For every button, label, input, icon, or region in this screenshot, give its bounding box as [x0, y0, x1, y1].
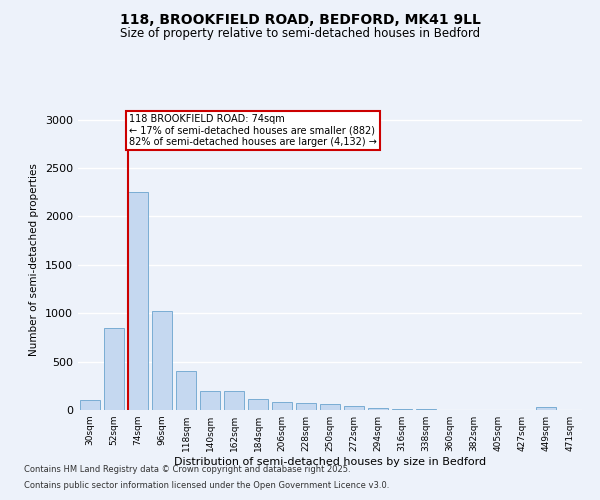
Bar [128, 192, 148, 410]
Bar [344, 406, 364, 410]
Text: Contains public sector information licensed under the Open Government Licence v3: Contains public sector information licen… [24, 480, 389, 490]
Bar [368, 408, 388, 410]
Y-axis label: Number of semi-detached properties: Number of semi-detached properties [29, 164, 40, 356]
X-axis label: Distribution of semi-detached houses by size in Bedford: Distribution of semi-detached houses by … [174, 457, 486, 467]
Bar [248, 400, 268, 410]
Bar [176, 372, 196, 410]
Text: 118, BROOKFIELD ROAD, BEDFORD, MK41 9LL: 118, BROOKFIELD ROAD, BEDFORD, MK41 9LL [119, 12, 481, 26]
Bar [416, 409, 436, 410]
Bar [320, 404, 340, 410]
Bar [104, 328, 124, 410]
Bar [224, 390, 244, 410]
Bar [80, 400, 100, 410]
Bar [272, 402, 292, 410]
Text: Size of property relative to semi-detached houses in Bedford: Size of property relative to semi-detach… [120, 28, 480, 40]
Text: 118 BROOKFIELD ROAD: 74sqm
← 17% of semi-detached houses are smaller (882)
82% o: 118 BROOKFIELD ROAD: 74sqm ← 17% of semi… [129, 114, 377, 147]
Bar [296, 402, 316, 410]
Bar [392, 408, 412, 410]
Bar [536, 407, 556, 410]
Bar [152, 312, 172, 410]
Bar [200, 390, 220, 410]
Text: Contains HM Land Registry data © Crown copyright and database right 2025.: Contains HM Land Registry data © Crown c… [24, 466, 350, 474]
